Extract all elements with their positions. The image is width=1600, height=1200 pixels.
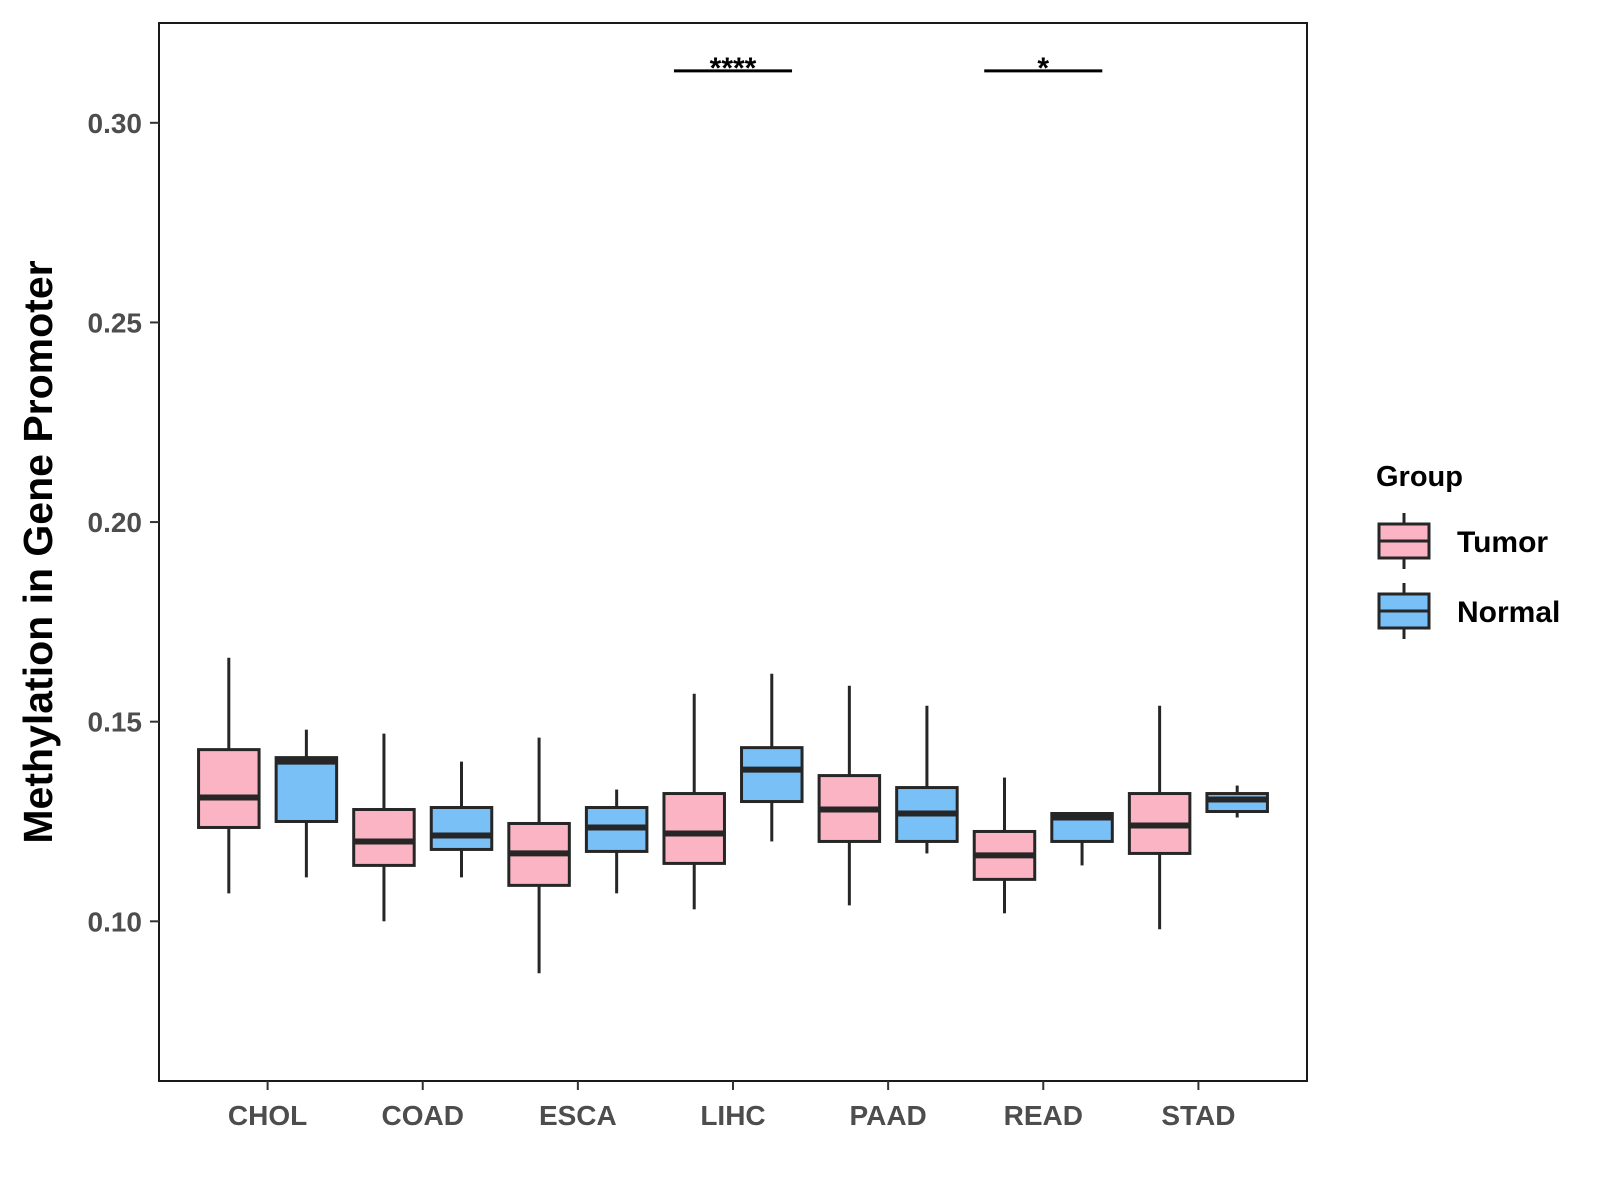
y-tick-label: 0.30 xyxy=(88,108,143,139)
box-iqr xyxy=(429,806,494,851)
box-normal-paad xyxy=(895,705,959,854)
y-tick-label: 0.10 xyxy=(88,906,143,937)
box-layer xyxy=(197,657,1269,974)
box-tumor-chol xyxy=(197,657,261,894)
box-normal-coad xyxy=(429,761,494,878)
legend-label: Tumor xyxy=(1457,526,1548,559)
box-tumor-read xyxy=(972,777,1037,914)
box-tumor-lihc xyxy=(662,693,726,910)
legend: Group Tumor Normal xyxy=(1376,461,1560,639)
box-tumor-esca xyxy=(507,737,571,974)
box-tumor-stad xyxy=(1127,705,1192,930)
box-iqr xyxy=(197,748,261,829)
legend-label: Normal xyxy=(1457,596,1560,629)
box-normal-chol xyxy=(274,729,339,878)
x-tick-label: CHOL xyxy=(228,1100,307,1131)
legend-title: Group xyxy=(1376,461,1463,493)
x-tick-label: ESCA xyxy=(539,1100,617,1131)
x-tick-label: READ xyxy=(1004,1100,1083,1131)
y-axis-title: Methylation in Gene Promoter xyxy=(15,260,61,843)
box-normal-esca xyxy=(584,789,649,894)
x-tick-label: LIHC xyxy=(700,1100,765,1131)
box-iqr xyxy=(740,746,804,804)
y-axis: 0.10 0.15 0.20 0.25 0.30 xyxy=(88,108,159,937)
x-axis: CHOL COAD ESCA LIHC PAAD READ STAD xyxy=(228,1081,1235,1131)
x-tick-label: STAD xyxy=(1161,1100,1235,1131)
box-iqr xyxy=(352,808,416,867)
y-tick-label: 0.15 xyxy=(88,707,143,738)
significance-annotations: **** * xyxy=(673,52,1103,85)
x-tick-label: COAD xyxy=(382,1100,464,1131)
box-iqr xyxy=(662,792,726,865)
y-tick-label: 0.25 xyxy=(88,307,143,338)
y-tick-label: 0.20 xyxy=(88,507,143,538)
significance-label: **** xyxy=(710,52,757,85)
x-tick-label: PAAD xyxy=(850,1100,927,1131)
significance-label: * xyxy=(1037,52,1049,85)
box-tumor-coad xyxy=(352,733,416,922)
box-iqr xyxy=(274,756,339,823)
box-normal-read xyxy=(1050,812,1114,866)
box-normal-lihc xyxy=(740,673,804,842)
box-tumor-paad xyxy=(817,685,882,906)
box-normal-stad xyxy=(1205,785,1269,818)
